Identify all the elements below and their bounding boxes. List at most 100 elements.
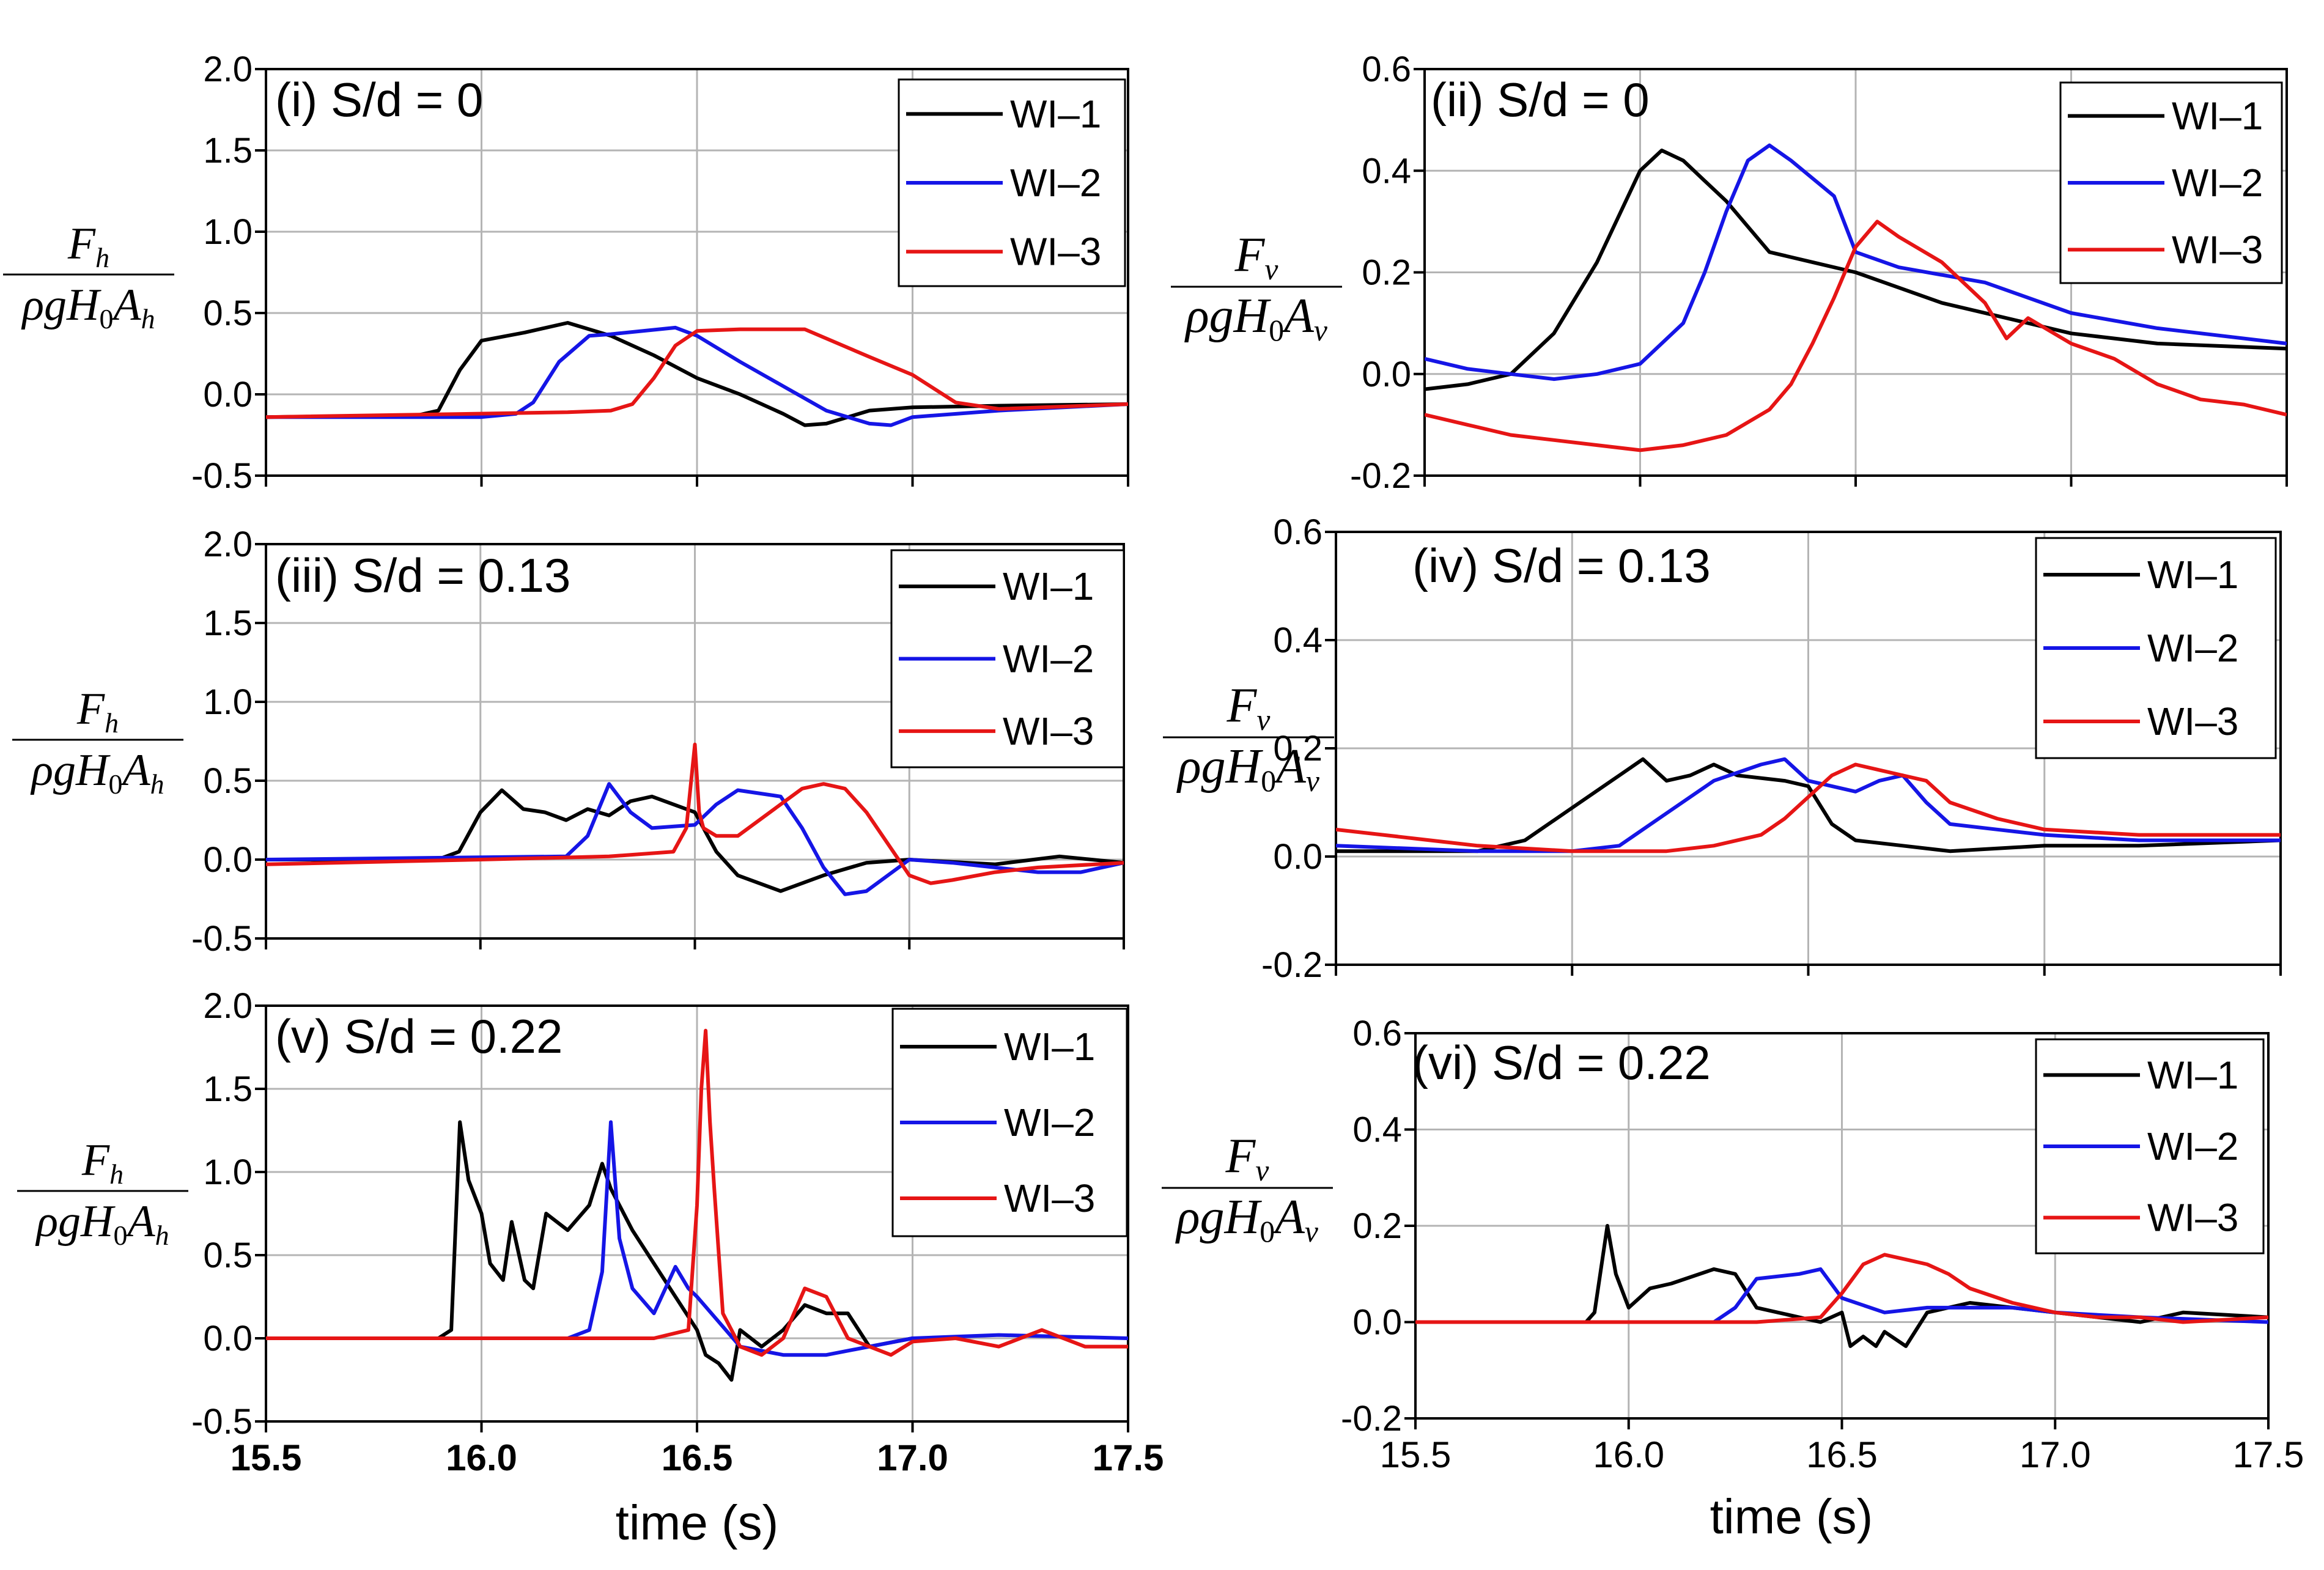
legend-label: WI–1	[2147, 1053, 2238, 1097]
y-tick-label: 0.2	[1273, 729, 1322, 768]
y-tick-label: 1.5	[203, 603, 253, 643]
y-tick-label: 0.0	[203, 1319, 253, 1358]
y-tick-label: 0.0	[1273, 837, 1322, 877]
legend: WI–1 WI–2 WI–3	[891, 1008, 1128, 1237]
y-tick-label: -0.2	[1350, 456, 1411, 496]
x-tick-label: 17.0	[877, 1437, 948, 1478]
y-tick-label: 0.0	[1362, 355, 1411, 394]
chart-panel: -0.2 0.0 0.2 0.4 0.6 (ii) S/d = 0 WI–1 WI–2 WI–3…	[1171, 50, 2288, 496]
series-group	[1425, 143, 2287, 452]
y-tick-label: -0.2	[1261, 945, 1322, 985]
y-tick-label: 1.0	[203, 682, 253, 722]
legend-label: WI–2	[1010, 161, 1101, 205]
series-line-wi-2	[266, 782, 1124, 896]
series-line-wi-1	[1415, 1224, 2268, 1348]
series-line-wi-1	[1336, 757, 2281, 853]
y-axis-label-numerator: Fh	[67, 219, 109, 273]
legend-label: WI–1	[2147, 553, 2238, 597]
series-group	[1336, 757, 2281, 853]
y-tick-label: 0.5	[203, 1236, 253, 1275]
x-tick-label: 17.0	[2020, 1434, 2091, 1475]
y-axis-label-denominator: ρgH0Ah	[21, 280, 155, 334]
series-group	[266, 321, 1128, 427]
series-line-wi-3	[1415, 1253, 2268, 1324]
legend: WI–1 WI–2 WI–3	[898, 78, 1126, 287]
series-group	[1415, 1224, 2268, 1348]
series-line-wi-3	[266, 1028, 1128, 1357]
x-tick-label: 16.0	[446, 1437, 517, 1478]
y-axis-label-denominator: ρgH0Av	[1175, 1190, 1319, 1248]
legend-label: WI–2	[1004, 1100, 1095, 1144]
y-tick-label: -0.5	[191, 456, 253, 496]
series-line-wi-1	[266, 788, 1124, 893]
chart-panel: -0.5 0.0 0.5 1.0 1.5 2.0 15.5 16.0 16.5 17.0 17.5 (…	[17, 986, 1164, 1478]
panel-title: (ii) S/d = 0	[1431, 73, 1650, 127]
legend-label: WI–1	[1010, 92, 1101, 136]
y-axis-label: Fh ρgH0Ah	[3, 219, 174, 334]
legend-label: WI–2	[2172, 161, 2263, 205]
series-group	[266, 1028, 1128, 1382]
chart-panel: -0.50.00.51.01.52.0(iii) S/d = 0.13 WI–1W…	[12, 525, 1125, 959]
y-axis-label-numerator: Fv	[1234, 228, 1279, 286]
x-tick-label: 16.5	[662, 1437, 733, 1478]
y-tick-label: 2.0	[203, 50, 253, 89]
series-line-wi-3	[266, 327, 1128, 419]
legend-label: WI–2	[1003, 637, 1094, 681]
legend-label: WI–3	[1003, 709, 1094, 753]
y-tick-label: 0.6	[1273, 512, 1322, 552]
y-tick-label: 0.4	[1273, 621, 1322, 660]
series-line-wi-2	[1425, 143, 2287, 381]
y-tick-label: -0.2	[1341, 1399, 1402, 1439]
legend: WI–1 WI–2 WI–3	[890, 549, 1125, 768]
x-axis-title-right: time (s)	[1710, 1489, 1873, 1544]
y-tick-label: 0.5	[203, 761, 253, 801]
legend-label: WI–1	[1004, 1025, 1095, 1069]
series-line-wi-2	[266, 1120, 1128, 1357]
panel-title: (iv) S/d = 0.13	[1412, 539, 1711, 592]
y-tick-label: 0.4	[1362, 151, 1411, 191]
y-axis-label-denominator: ρgH0Ah	[30, 745, 164, 800]
legend: WI–1 WI–2 WI–3	[2035, 1038, 2265, 1255]
y-axis-label-numerator: Fh	[81, 1135, 124, 1190]
y-tick-label: 0.0	[1352, 1303, 1402, 1343]
y-tick-label: 0.0	[203, 375, 253, 415]
y-axis-label-denominator: ρgH0Av	[1176, 740, 1320, 798]
y-tick-label: 0.5	[203, 293, 253, 333]
series-line-wi-2	[1336, 757, 2281, 853]
legend-label: WI–3	[2147, 1196, 2238, 1240]
x-tick-label: 17.5	[2233, 1434, 2304, 1475]
y-axis-label-denominator: ρgH0Ah	[35, 1196, 169, 1251]
series-line-wi-3	[1336, 762, 2281, 853]
panel-title: (i) S/d = 0	[275, 73, 483, 127]
panel-title: (vi) S/d = 0.22	[1412, 1036, 1711, 1089]
legend-label: WI–2	[2147, 1124, 2238, 1168]
y-tick-label: 1.0	[203, 1152, 253, 1192]
series-line-wi-2	[266, 325, 1128, 427]
x-tick-label: 16.5	[1806, 1434, 1878, 1475]
legend: WI–1 WI–2 WI–3	[2035, 537, 2277, 759]
y-tick-label: 2.0	[203, 986, 253, 1026]
legend-label: WI–1	[2172, 94, 2263, 138]
y-tick-label: 0.4	[1352, 1110, 1402, 1150]
series-line-wi-1	[1425, 149, 2287, 391]
y-tick-label: 2.0	[203, 525, 253, 564]
x-tick-label: 15.5	[1380, 1434, 1452, 1475]
y-axis-label-numerator: Fv	[1225, 1129, 1270, 1187]
y-axis-label-denominator: ρgH0Av	[1184, 289, 1328, 347]
y-axis-label-numerator: Fh	[76, 684, 119, 739]
x-axis-title-left: time (s)	[616, 1495, 779, 1550]
legend-label: WI–3	[1010, 230, 1101, 274]
y-tick-label: 0.6	[1362, 50, 1411, 89]
legend-label: WI–3	[2147, 699, 2238, 743]
y-tick-label: 1.5	[203, 131, 253, 171]
panel-title: (iii) S/d = 0.13	[275, 548, 570, 602]
legend: WI–1 WI–2 WI–3	[2059, 81, 2283, 284]
y-tick-label: 0.2	[1362, 253, 1411, 293]
y-tick-label: -0.5	[191, 1402, 253, 1442]
y-axis-label: Fh ρgH0Ah	[12, 684, 183, 800]
series-line-wi-3	[266, 742, 1124, 885]
